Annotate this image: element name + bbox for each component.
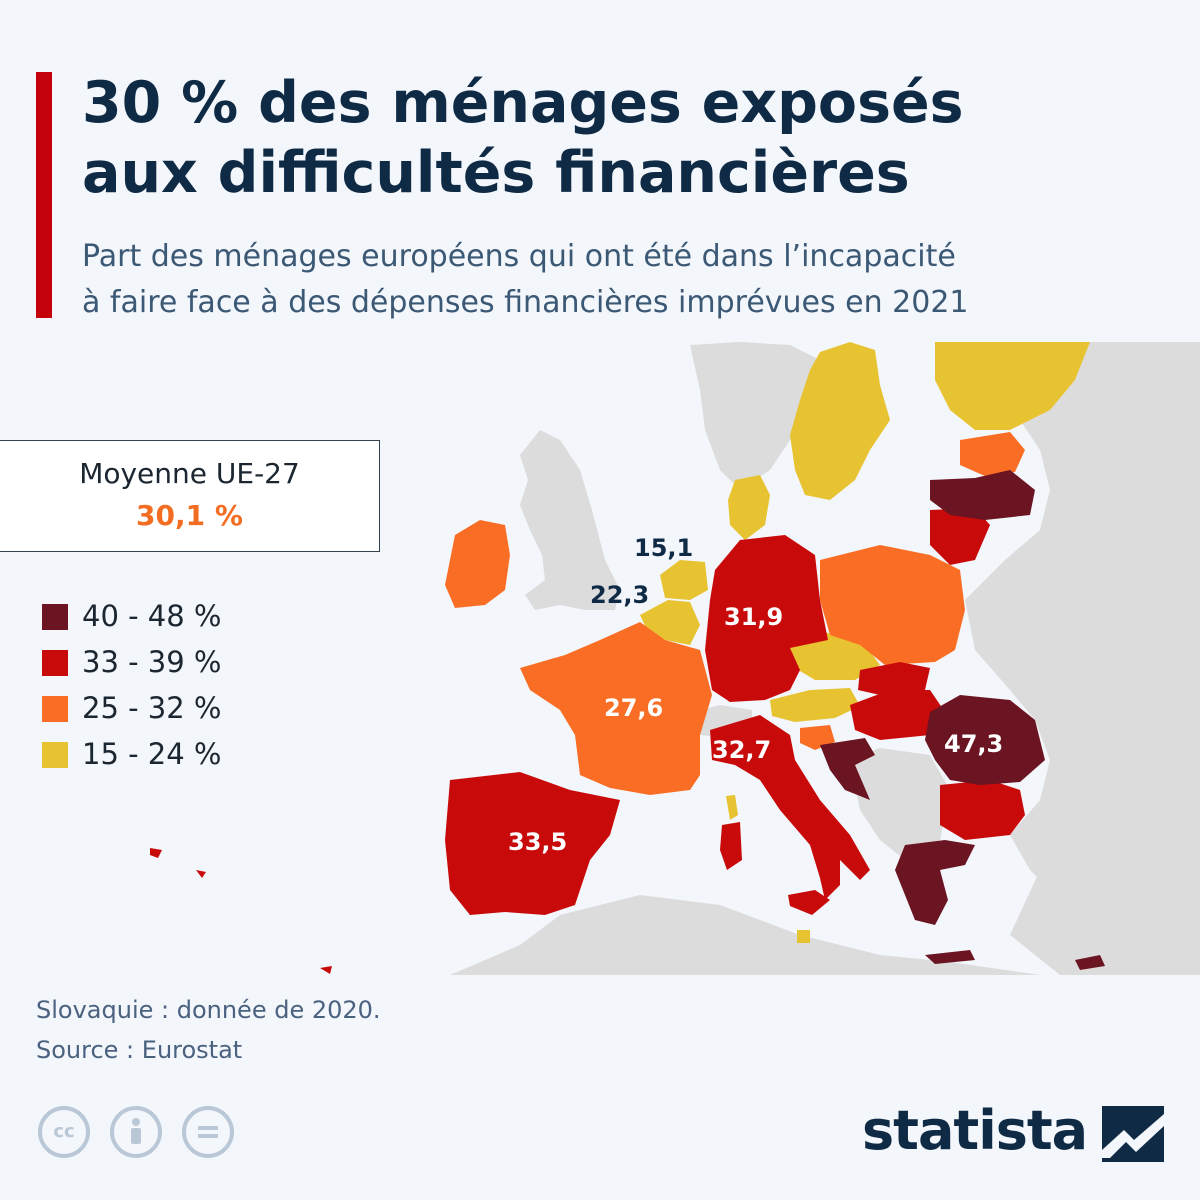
legend-label: 15 - 24 %: [82, 737, 222, 771]
footnote: Slovaquie : donnée de 2020. Source : Eur…: [36, 990, 381, 1070]
country-poland: [820, 545, 965, 665]
country-corsica: [726, 795, 738, 820]
country-denmark: [728, 475, 770, 540]
legend-label: 33 - 39 %: [82, 645, 222, 679]
country-greece: [895, 840, 975, 925]
bin-15-24: [640, 342, 1090, 943]
country-germany: [705, 535, 828, 702]
chart-title: 30 % des ménages exposés aux difficultés…: [82, 68, 1162, 208]
country-romania: [925, 695, 1045, 785]
country-ireland: [445, 520, 510, 608]
country-france: [520, 622, 712, 795]
title-line-1: 30 % des ménages exposés: [82, 70, 964, 136]
legend-label: 40 - 48 %: [82, 599, 222, 633]
country-sardinia: [720, 822, 742, 870]
label-spain: 33,5: [508, 828, 567, 856]
subtitle-line-1: Part des ménages européens qui ont été d…: [82, 239, 956, 274]
legend-swatch: [42, 604, 68, 630]
title-line-2: aux difficultés financières: [82, 140, 910, 206]
eu-average-value: 30,1 %: [136, 499, 243, 532]
source-note: Source : Eurostat: [36, 1036, 243, 1064]
subtitle-line-2: à faire face à des dépenses financières …: [82, 285, 969, 320]
eastern-europe-landmass: [965, 342, 1200, 975]
country-estonia: [960, 432, 1025, 476]
legend-swatch: [42, 696, 68, 722]
country-cyprus: [1075, 955, 1105, 970]
chart-subtitle: Part des ménages européens qui ont été d…: [82, 234, 1162, 326]
label-italy: 32,7: [712, 736, 771, 764]
country-croatia: [820, 738, 875, 800]
scandinavia-norway: [690, 342, 820, 490]
bin-25-32: [445, 432, 1025, 795]
data-note: Slovaquie : donnée de 2020.: [36, 996, 381, 1024]
bin-33-39: [150, 508, 1025, 974]
country-latvia: [930, 470, 1035, 520]
country-lithuania: [930, 508, 990, 565]
cc-icon[interactable]: cc: [38, 1106, 90, 1158]
label-romania: 47,3: [944, 730, 1003, 758]
person-icon: [131, 1118, 141, 1144]
legend-swatch: [42, 650, 68, 676]
label-france: 27,6: [604, 694, 663, 722]
label-germany: 31,9: [724, 603, 783, 631]
country-netherlands: [660, 560, 708, 600]
bin-40-48: [820, 470, 1105, 970]
eu-average-box: Moyenne UE-27 30,1 %: [0, 440, 380, 552]
country-hungary: [850, 690, 945, 740]
country-sicily: [788, 890, 830, 915]
country-crete: [925, 950, 975, 964]
north-africa: [450, 895, 1040, 975]
statista-logo-icon[interactable]: [1102, 1106, 1164, 1162]
europe-map: 15,1 22,3 31,9 27,6 32,7 33,5 47,3: [0, 340, 1200, 980]
country-malta: [797, 930, 810, 943]
attribution-icon[interactable]: [110, 1106, 162, 1158]
country-bulgaria: [940, 780, 1025, 840]
turkey-anatolia: [1010, 860, 1200, 975]
statista-wordmark[interactable]: statista: [862, 1099, 1088, 1162]
country-finland: [935, 342, 1090, 430]
country-austria: [770, 688, 860, 722]
country-slovakia: [858, 662, 930, 695]
country-spain: [445, 772, 620, 915]
no-derivatives-icon[interactable]: [182, 1106, 234, 1158]
equals-icon: [198, 1126, 218, 1138]
country-sweden: [790, 342, 890, 500]
eu-average-label: Moyenne UE-27: [79, 457, 300, 490]
legend-swatch: [42, 742, 68, 768]
country-slovenia: [800, 725, 835, 750]
country-italy: [710, 715, 870, 900]
label-netherlands: 15,1: [634, 534, 693, 562]
label-belgium: 22,3: [590, 581, 649, 609]
legend-label: 25 - 32 %: [82, 691, 222, 725]
title-accent-bar: [36, 72, 52, 318]
uk-landmass: [520, 430, 620, 610]
balkans-non-eu: [850, 748, 950, 860]
map-labels: 15,1 22,3 31,9 27,6 32,7 33,5 47,3: [508, 534, 1003, 856]
